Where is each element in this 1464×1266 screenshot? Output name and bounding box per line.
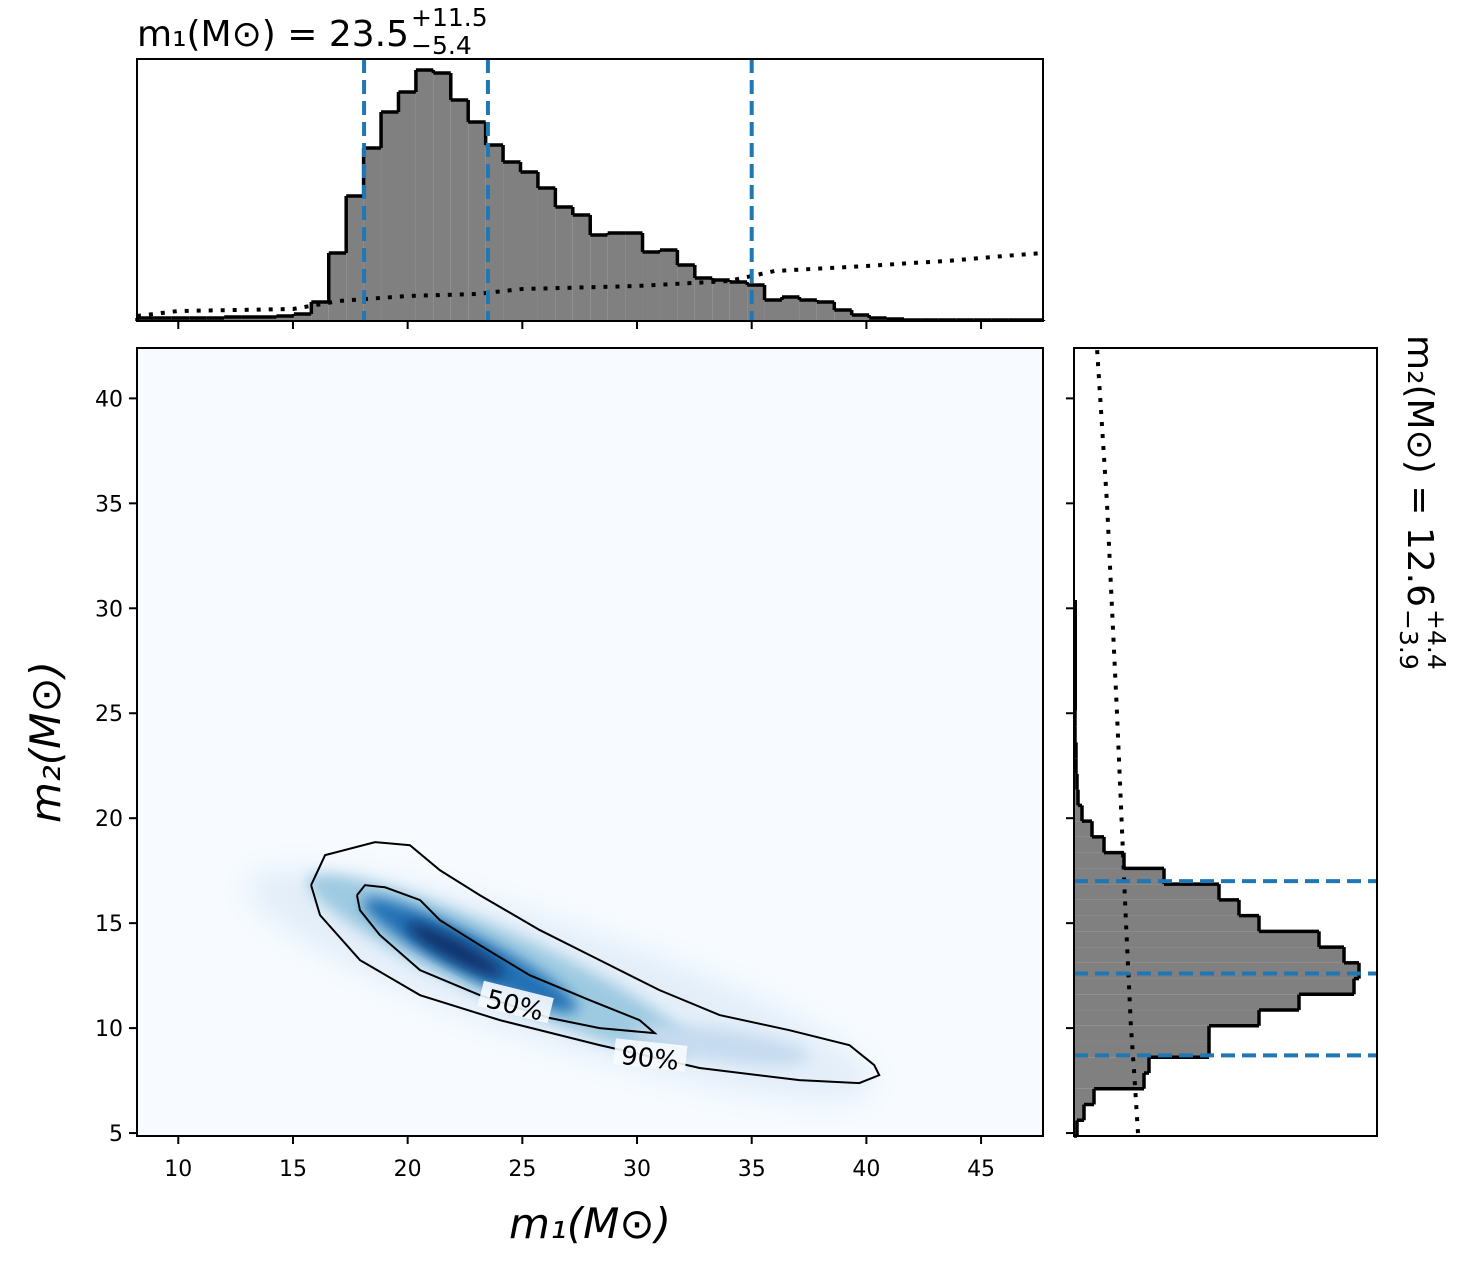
hist-bar	[694, 278, 713, 321]
contour-label-gap	[477, 980, 554, 1024]
y-axis-label: m₂(M⊙)	[21, 661, 70, 823]
hist-bar	[485, 145, 504, 321]
hist-bar	[276, 316, 294, 321]
hist-bar	[1074, 1041, 1209, 1058]
hist-bar	[781, 297, 800, 321]
hist-bar	[816, 302, 835, 321]
x-tick-label: 40	[852, 1157, 880, 1182]
hist-bar	[729, 282, 748, 321]
hist-bar	[433, 73, 451, 321]
hist-bar	[1074, 821, 1092, 837]
prior-line	[136, 251, 1044, 318]
hist-bar	[1074, 1104, 1084, 1121]
hist-bar	[1074, 978, 1354, 995]
hist-bar	[712, 280, 730, 321]
hist-bar	[1074, 915, 1259, 932]
x-tick-label: 45	[967, 1157, 995, 1182]
hist-bar	[677, 265, 695, 321]
hist-bar	[1074, 1073, 1144, 1089]
x-tick-label: 35	[738, 1157, 766, 1182]
hist-bar	[1074, 789, 1078, 806]
hist-bar	[625, 233, 643, 321]
x-axis-label: m₁(M⊙)	[509, 1199, 671, 1248]
y-tick-label: 5	[109, 1122, 123, 1147]
hist-bar	[1074, 884, 1219, 900]
contour	[355, 884, 658, 1035]
hist-bar	[1074, 805, 1082, 822]
hist-bar	[659, 250, 678, 321]
y-tick-label: 20	[95, 807, 123, 832]
y-tick-label: 35	[95, 492, 123, 517]
right-title-minus: −3.9	[1394, 609, 1423, 670]
hist-bar	[834, 310, 852, 321]
hist-bar	[764, 300, 782, 321]
hist-bar	[346, 196, 364, 321]
x-tick-label: 25	[508, 1157, 536, 1182]
hist-bar	[363, 148, 382, 321]
right-frame	[1073, 347, 1378, 1137]
top-title-minus: −5.4	[411, 31, 472, 60]
hist-bar	[1074, 931, 1319, 948]
hist-bar	[590, 235, 608, 321]
right-title: m₂(M⊙) = 12.6 +4.4 −3.9	[1394, 335, 1451, 670]
hist-bar	[1074, 962, 1359, 979]
hist-bar	[381, 112, 399, 321]
x-tick-label: 10	[164, 1157, 192, 1182]
hist-bar	[607, 233, 626, 321]
hist-bar	[572, 215, 591, 321]
y-tick-label: 10	[95, 1017, 123, 1042]
hist-bar	[642, 252, 660, 321]
contour-label: 90%	[620, 1041, 681, 1077]
hist-bar	[555, 207, 573, 321]
density-tail	[630, 1024, 810, 1066]
main-frame	[136, 347, 1044, 1137]
hist-bar	[851, 315, 870, 321]
contour	[310, 841, 881, 1085]
hist-bar	[1074, 1010, 1259, 1026]
top-title: m₁(M⊙) = 23.5	[137, 14, 409, 55]
x-tick-label: 15	[279, 1157, 307, 1182]
top-title-plus: +11.5	[411, 3, 488, 32]
density-peak	[406, 922, 504, 978]
hist-bar	[259, 317, 277, 321]
prior-line	[1095, 347, 1140, 1134]
top-frame	[136, 58, 1044, 322]
x-tick-label: 20	[394, 1157, 422, 1182]
hist-bar	[1074, 852, 1124, 869]
hist-bar	[450, 100, 469, 321]
hist-bar	[293, 314, 312, 321]
y-tick-label: 25	[95, 702, 123, 727]
hist-bar	[1074, 1088, 1094, 1105]
hist-bar	[503, 162, 521, 321]
hist-bar	[1074, 947, 1344, 963]
hist-bar	[398, 92, 416, 321]
y-tick-label: 30	[95, 597, 123, 622]
hist-bar	[799, 300, 817, 321]
density-map	[245, 868, 875, 1102]
right-title-text: m₂(M⊙) = 12.6	[1399, 335, 1440, 607]
hist-bar	[328, 253, 347, 321]
hist-bar	[1074, 1057, 1149, 1074]
hist-bar	[415, 70, 434, 321]
contour-label-gap	[613, 1038, 688, 1072]
hist-bar	[1074, 836, 1104, 853]
hist-bar	[311, 302, 329, 321]
hist-bar	[241, 317, 260, 321]
x-tick-label: 30	[623, 1157, 651, 1182]
hist-bar	[537, 188, 556, 321]
y-tick-label: 40	[95, 387, 123, 412]
hist-bar	[1074, 994, 1299, 1011]
hist-bar	[520, 172, 538, 321]
hist-bar	[1074, 1025, 1209, 1042]
right-title-plus: +4.4	[1422, 609, 1451, 670]
hist-bar	[468, 122, 486, 321]
hist-bar	[1074, 899, 1239, 916]
hist-bar	[224, 317, 242, 321]
y-tick-label: 15	[95, 912, 123, 937]
